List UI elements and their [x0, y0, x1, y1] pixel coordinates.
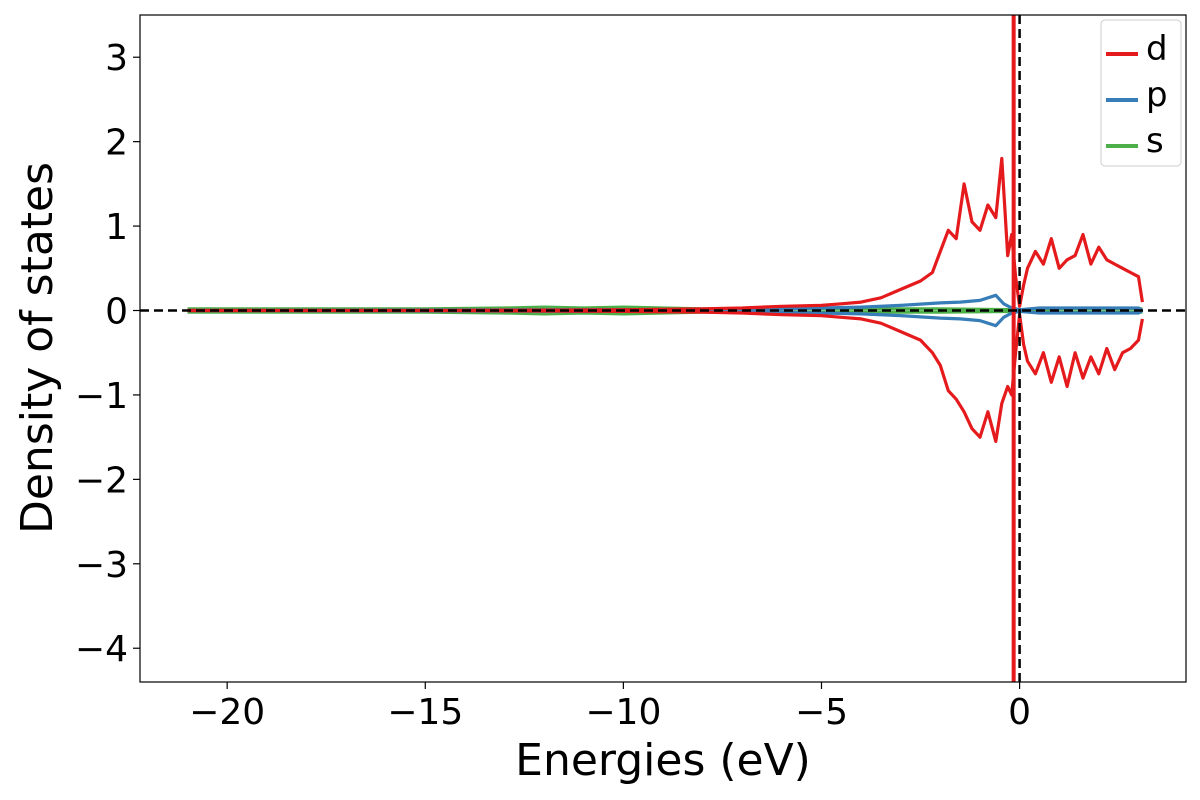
series-layer: [187, 15, 1144, 682]
legend: dps: [1100, 19, 1182, 167]
legend-label-d: d: [1146, 29, 1168, 69]
legend-label-p: p: [1146, 75, 1168, 115]
y-axis-ticks: −4 −3 −2 −1 0 1 2 3: [75, 38, 140, 670]
y-tick-label: 3: [105, 38, 128, 79]
plot-area-frame: [139, 14, 1187, 683]
x-axis-ticks: −20 −15 −10 −5 0: [189, 682, 1031, 733]
x-tick-label: −15: [387, 692, 463, 733]
x-tick-label: −5: [795, 692, 848, 733]
y-tick-label: −2: [75, 460, 128, 501]
series-d-spin-down: [187, 308, 1144, 443]
legend-label-s: s: [1146, 121, 1164, 161]
y-axis-label: Density of states: [12, 162, 63, 534]
x-axis-label: Energies (eV): [515, 735, 811, 786]
y-tick-label: −1: [75, 376, 128, 417]
reference-lines: [140, 15, 1186, 682]
legend-box: [1100, 19, 1182, 167]
series-d-spin-up: [187, 156, 1144, 313]
y-tick-label: 1: [105, 207, 128, 248]
y-tick-label: 2: [105, 123, 128, 164]
x-tick-label: −10: [585, 692, 661, 733]
series-p-spin-up: [187, 293, 1144, 313]
x-tick-label: 0: [1008, 692, 1031, 733]
y-tick-label: 0: [105, 292, 128, 333]
y-tick-label: −3: [75, 545, 128, 586]
y-tick-label: −4: [75, 629, 128, 670]
series-p-spin-down: [187, 308, 1144, 328]
x-tick-label: −20: [189, 692, 265, 733]
